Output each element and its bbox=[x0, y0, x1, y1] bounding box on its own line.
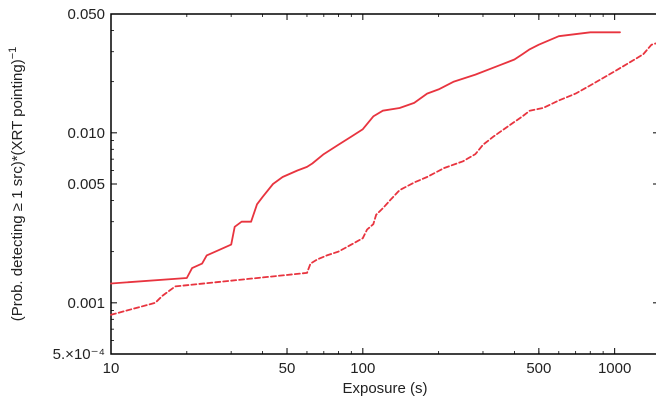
plot-frame bbox=[110, 13, 656, 355]
y-axis-label-group: (Prob. detecting ≥ 1 src)*(XRT pointing)… bbox=[7, 47, 26, 322]
x-tick-label: 50 bbox=[279, 360, 296, 377]
x-tick-label: 10 bbox=[103, 360, 120, 377]
y-axis-label-main: (Prob. detecting ≥ 1 src)*(XRT pointing) bbox=[9, 59, 26, 321]
series-line-dashed bbox=[110, 42, 656, 316]
x-tick-label: 500 bbox=[526, 360, 551, 377]
axis-tick-labels: 10 50 100 500 1000 5.×10⁻⁴ 0.001 0.005 0.010 0.05… bbox=[53, 6, 632, 377]
x-tick-label: 1000 bbox=[598, 360, 631, 377]
y-tick-label: 0.005 bbox=[67, 176, 105, 193]
series-layer bbox=[110, 31, 656, 316]
y-axis-label-superscript: −1 bbox=[7, 47, 19, 60]
axis-ticks bbox=[110, 13, 656, 355]
y-tick-label: 0.050 bbox=[67, 6, 105, 23]
y-tick-label: 0.010 bbox=[67, 125, 105, 142]
y-tick-label: 0.001 bbox=[67, 295, 105, 312]
y-tick-label: 5.×10⁻⁴ bbox=[53, 346, 105, 363]
x-tick-label: 100 bbox=[350, 360, 375, 377]
x-axis-label: Exposure (s) bbox=[342, 380, 427, 397]
y-axis-label: (Prob. detecting ≥ 1 src)*(XRT pointing)… bbox=[7, 47, 26, 322]
series-line-solid bbox=[110, 31, 621, 285]
